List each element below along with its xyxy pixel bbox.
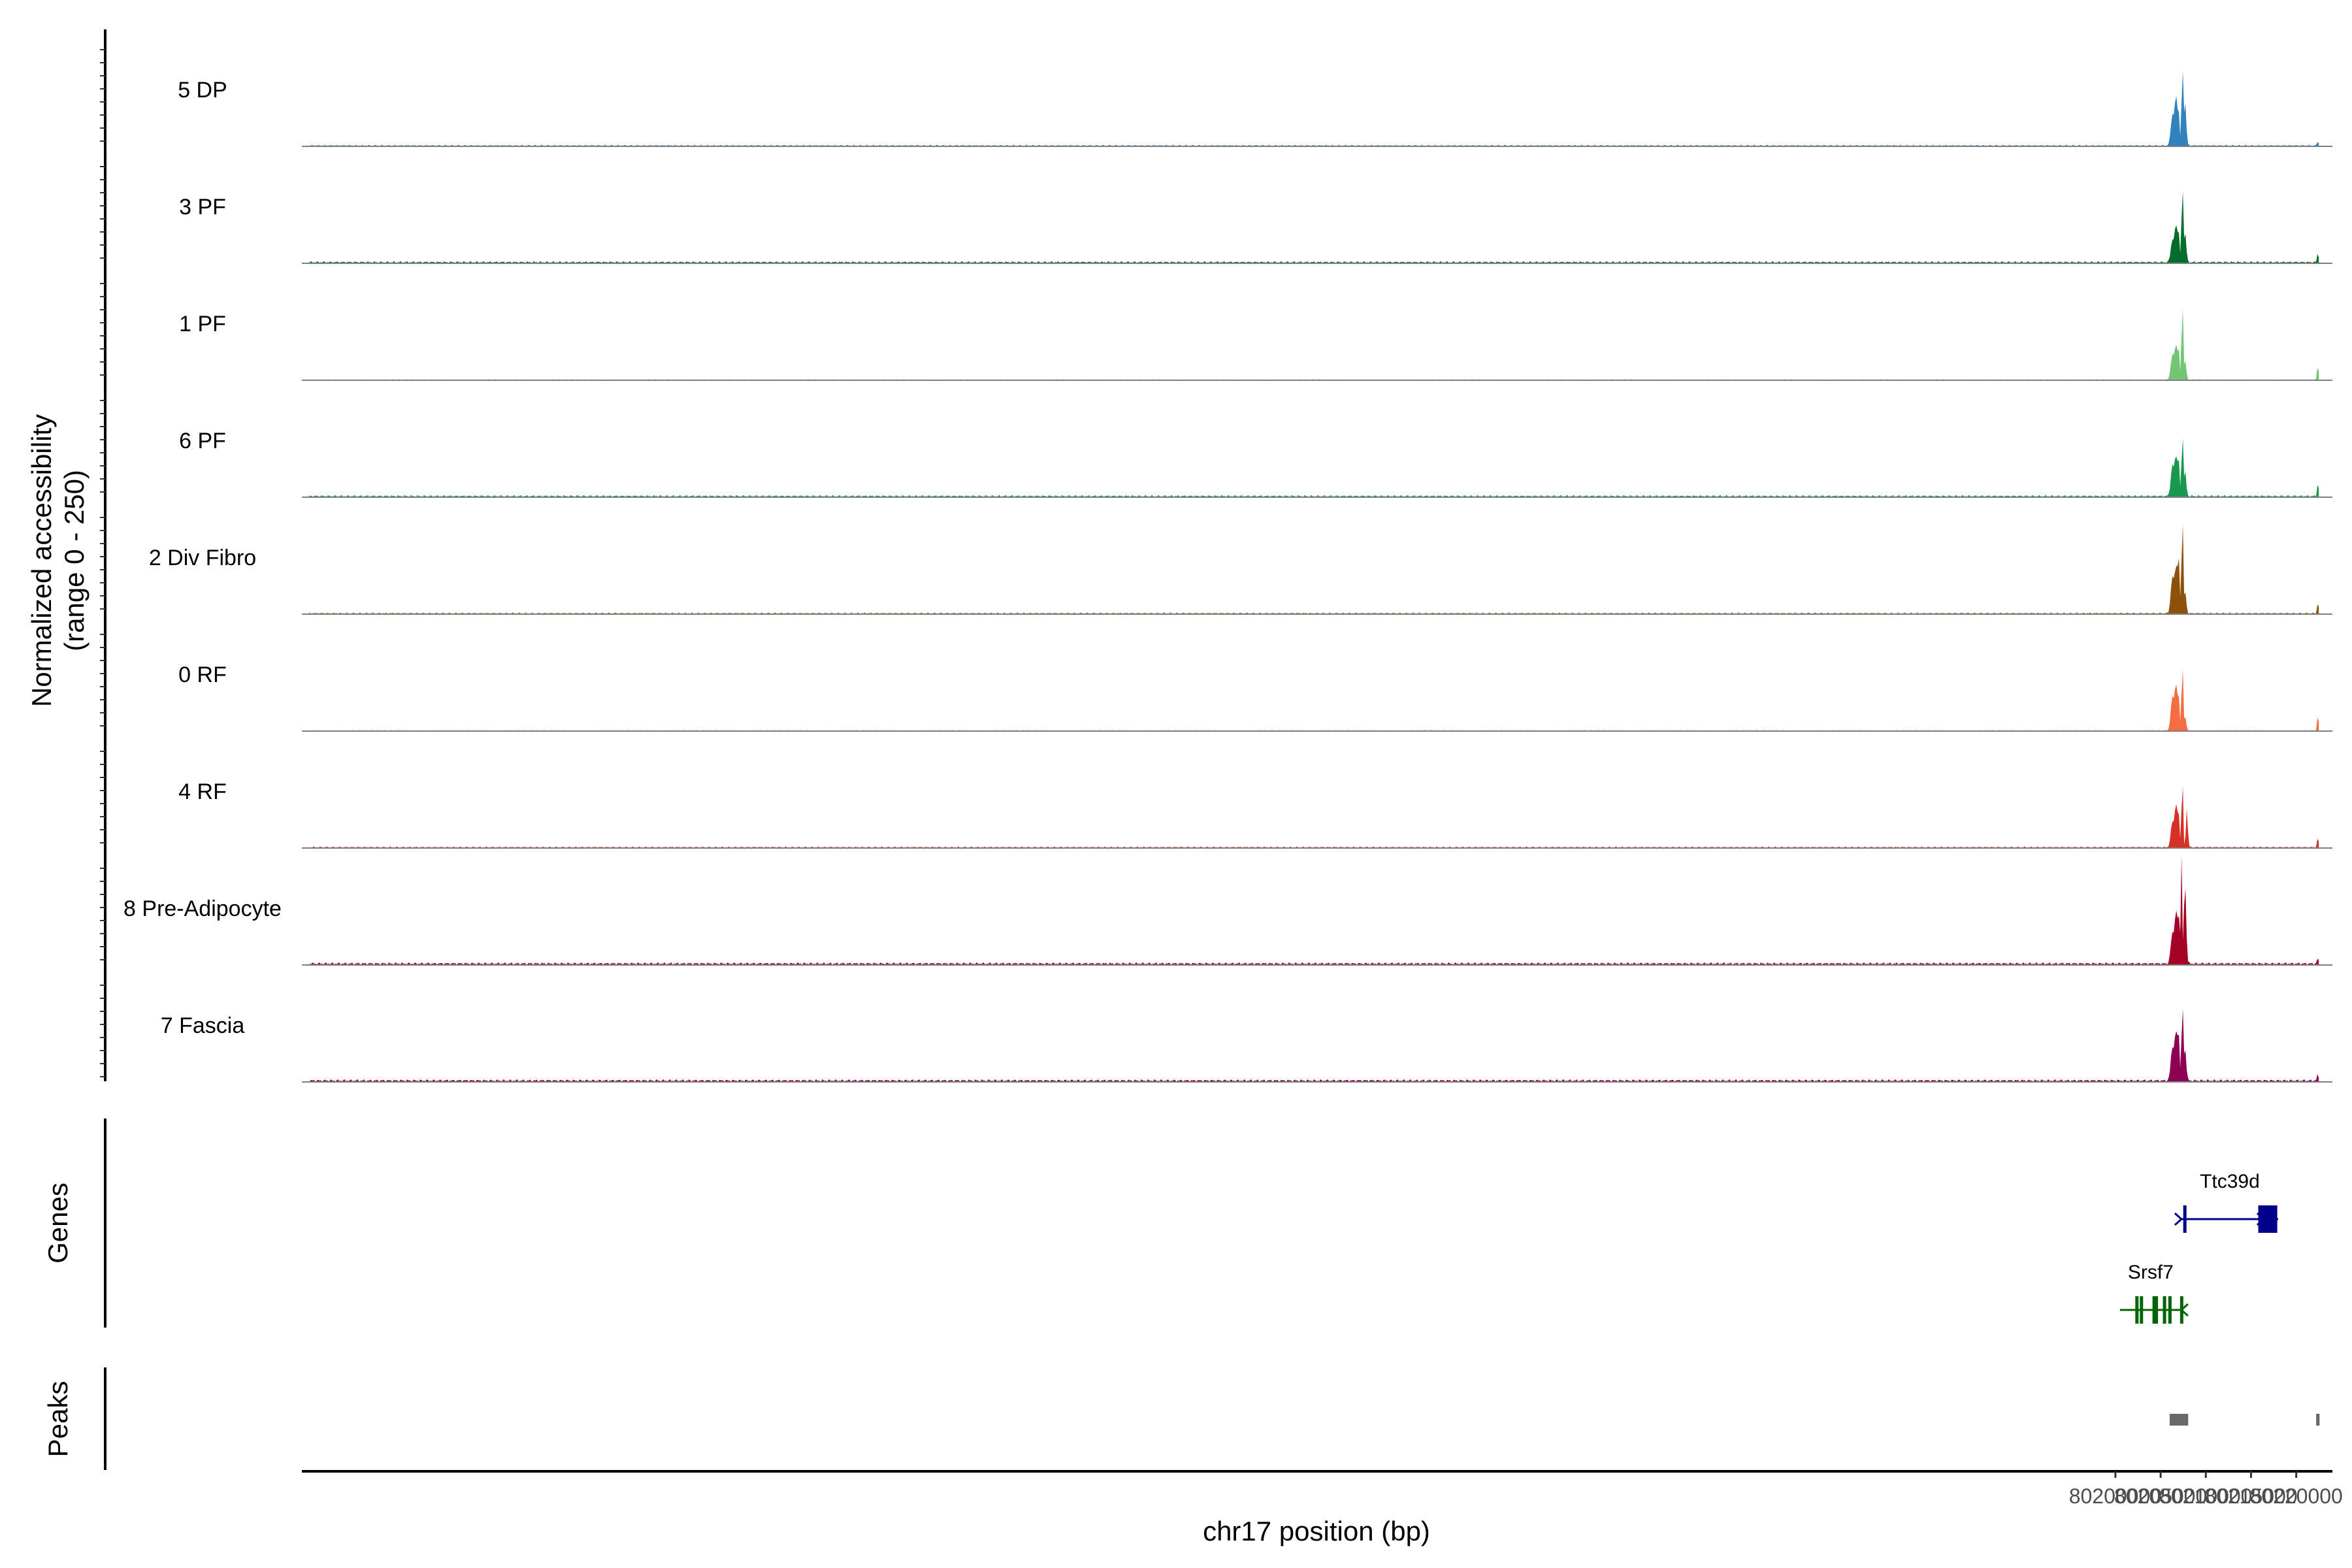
track-label: 4 RF bbox=[178, 779, 227, 804]
coverage-area bbox=[309, 310, 2319, 380]
exon bbox=[2258, 1205, 2278, 1233]
coverage-area bbox=[309, 1008, 2319, 1082]
gene-name-label: Ttc39d bbox=[2200, 1171, 2260, 1192]
gene-ttc39d: Ttc39d bbox=[2174, 1171, 2278, 1233]
coverage-area bbox=[309, 71, 2319, 146]
genes-track-label: Genes bbox=[42, 1183, 73, 1264]
track-0-rf: 0 RF bbox=[178, 662, 2332, 732]
track-4-rf: 4 RF bbox=[178, 779, 2332, 849]
y-axis-title-line2: (range 0 - 250) bbox=[59, 470, 90, 651]
exon bbox=[2183, 1205, 2187, 1233]
coverage-area bbox=[309, 525, 2319, 614]
track-label: 1 PF bbox=[179, 312, 226, 336]
exon bbox=[2163, 1296, 2166, 1324]
gene-srsf7: Srsf7 bbox=[2119, 1262, 2189, 1324]
exon bbox=[2180, 1296, 2183, 1324]
track-label: 2 Div Fibro bbox=[149, 546, 256, 570]
track-label: 8 Pre-Adipocyte bbox=[123, 896, 282, 921]
track-label: 0 RF bbox=[178, 662, 227, 687]
x-tick-label: 80220000 bbox=[2249, 1484, 2342, 1508]
track-label: 5 DP bbox=[178, 78, 227, 103]
coverage-area bbox=[309, 438, 2319, 497]
track-8-pre-adipocyte: 8 Pre-Adipocyte bbox=[123, 855, 2332, 966]
coverage-area bbox=[309, 855, 2319, 965]
x-tick-label: 80205000 bbox=[2114, 1484, 2207, 1508]
y-axis-title-line1: Normalized accessibility bbox=[26, 414, 57, 707]
peak-region bbox=[2316, 1414, 2320, 1426]
coverage-area bbox=[309, 191, 2319, 263]
coverage-area bbox=[309, 787, 2319, 848]
exon bbox=[2168, 1296, 2172, 1324]
x-tick-label: 80215000 bbox=[2204, 1484, 2297, 1508]
exon bbox=[2135, 1296, 2139, 1324]
gene-track: Ttc39d Srsf7 bbox=[2119, 1171, 2278, 1324]
track-1-pf: 1 PF bbox=[179, 310, 2332, 381]
track-label: 6 PF bbox=[179, 429, 226, 453]
peaks-track-label: Peaks bbox=[42, 1381, 73, 1458]
track-6-pf: 6 PF bbox=[179, 429, 2332, 498]
gene-name-label: Srsf7 bbox=[2128, 1262, 2174, 1283]
exon bbox=[2152, 1296, 2156, 1324]
exon bbox=[2155, 1296, 2159, 1324]
track-5-dp: 5 DP bbox=[178, 71, 2332, 147]
strand-arrow bbox=[2174, 1212, 2183, 1226]
x-tick-label: 80200000 bbox=[2069, 1484, 2162, 1508]
track-2-div-fibro: 2 Div Fibro bbox=[149, 525, 2332, 615]
exon bbox=[2140, 1296, 2144, 1324]
track-3-pf: 3 PF bbox=[179, 191, 2332, 264]
x-axis-title: chr17 position (bp) bbox=[1203, 1516, 1430, 1546]
x-tick-label: 80210000 bbox=[2159, 1484, 2252, 1508]
peak-track bbox=[2169, 1414, 2320, 1426]
track-label: 3 PF bbox=[179, 195, 226, 220]
track-label: 7 Fascia bbox=[161, 1013, 245, 1038]
coverage-area bbox=[309, 670, 2319, 731]
track-7-fascia: 7 Fascia bbox=[161, 1008, 2332, 1083]
peak-region bbox=[2169, 1414, 2189, 1426]
coverage-tracks: 5 DP 3 PF 1 PF 6 PF 2 Div Fibro 0 RF 4 RF 8 Pre… bbox=[123, 71, 2332, 1083]
coverage-y-axis-ticks bbox=[100, 49, 105, 1077]
